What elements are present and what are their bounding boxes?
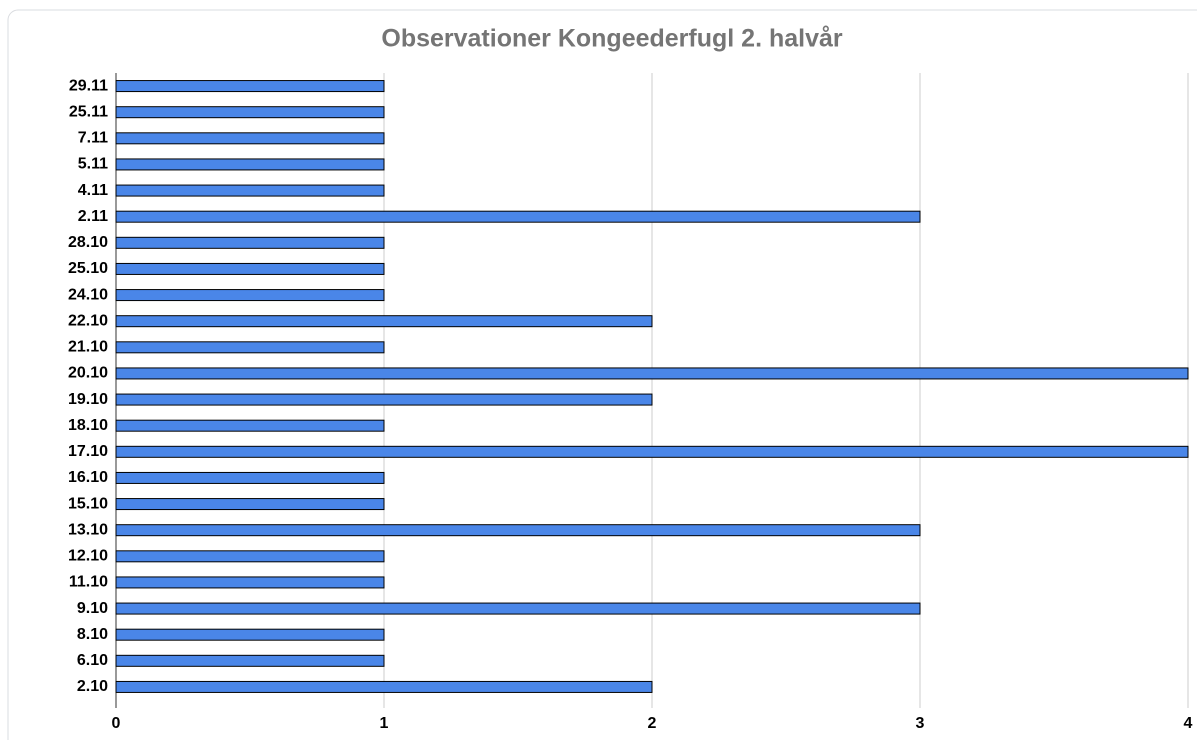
y-tick-label: 5.11 xyxy=(78,156,108,173)
bar xyxy=(115,289,385,302)
bar xyxy=(115,498,385,511)
y-tick-label: 2.11 xyxy=(78,208,108,225)
bar xyxy=(115,315,653,328)
chart-title: Observationer Kongeederfugl 2. halvår xyxy=(381,25,843,53)
bar xyxy=(115,445,1189,458)
y-tick-label: 22.10 xyxy=(68,312,108,329)
bar xyxy=(115,602,921,615)
y-tick-label: 13.10 xyxy=(68,521,108,538)
y-tick-label: 18.10 xyxy=(68,417,108,434)
bar xyxy=(115,471,385,484)
x-tick-label: 0 xyxy=(112,715,121,732)
x-tick-label: 4 xyxy=(1184,715,1193,732)
bar xyxy=(115,550,385,563)
y-tick-label: 24.10 xyxy=(68,286,108,303)
bar xyxy=(115,262,385,275)
x-tick-label: 2 xyxy=(648,715,657,732)
y-tick-label: 25.10 xyxy=(68,260,108,277)
bar xyxy=(115,576,385,589)
bar xyxy=(115,210,921,223)
y-tick-label: 9.10 xyxy=(77,600,108,617)
y-tick-label: 2.10 xyxy=(77,678,108,695)
bar xyxy=(115,628,385,641)
y-tick-label: 7.11 xyxy=(78,130,108,147)
bar xyxy=(115,524,921,537)
bar xyxy=(115,106,385,119)
y-tick-label: 12.10 xyxy=(68,548,108,565)
bar xyxy=(115,184,385,197)
bar xyxy=(115,236,385,249)
bar xyxy=(115,80,385,93)
bar xyxy=(115,654,385,667)
bar xyxy=(115,367,1189,380)
bar xyxy=(115,158,385,171)
y-tick-label: 16.10 xyxy=(68,469,108,486)
y-tick-label: 21.10 xyxy=(68,339,108,356)
y-tick-label: 11.10 xyxy=(69,574,108,591)
y-tick-label: 17.10 xyxy=(68,443,108,460)
y-tick-label: 29.11 xyxy=(69,77,108,94)
y-tick-label: 8.10 xyxy=(77,626,108,643)
x-tick-label: 1 xyxy=(380,715,389,732)
x-tick-label: 3 xyxy=(916,715,925,732)
bar xyxy=(115,419,385,432)
bar xyxy=(115,132,385,145)
y-tick-label: 4.11 xyxy=(78,182,108,199)
y-tick-label: 20.10 xyxy=(68,365,108,382)
bar xyxy=(115,341,385,354)
y-tick-label: 28.10 xyxy=(68,234,108,251)
y-tick-label: 15.10 xyxy=(68,495,108,512)
y-tick-label: 25.11 xyxy=(69,103,108,120)
bar xyxy=(115,680,653,693)
y-tick-label: 19.10 xyxy=(68,391,108,408)
y-tick-label: 6.10 xyxy=(77,652,108,669)
bar xyxy=(115,393,653,406)
